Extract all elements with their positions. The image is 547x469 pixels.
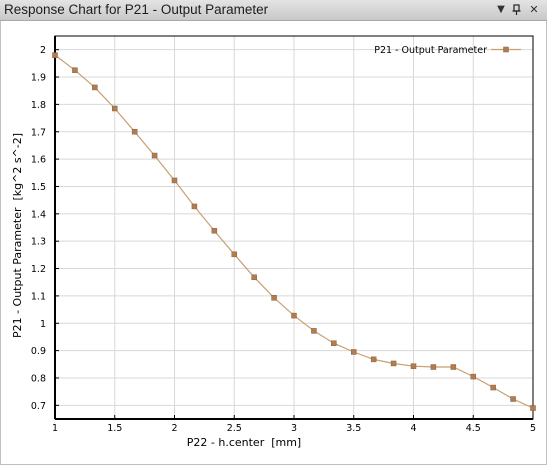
- data-point: [510, 396, 516, 402]
- data-point: [450, 364, 457, 370]
- close-icon[interactable]: ✕: [529, 3, 539, 16]
- y-tick-label: 1.6: [31, 155, 46, 166]
- data-point: [490, 384, 496, 391]
- y-tick-label: 1.1: [31, 291, 46, 302]
- y-tick-label: 0.9: [31, 346, 46, 357]
- data-point: [430, 364, 437, 370]
- legend: P21 - Output Parameter: [374, 45, 521, 56]
- data-point: [351, 349, 357, 355]
- data-point: [311, 328, 317, 334]
- x-tick-label: 2.5: [227, 423, 242, 434]
- y-tick-label: 1.5: [31, 182, 46, 193]
- y-tick-label: 0.7: [31, 401, 46, 412]
- y-tick-label: 1.8: [31, 100, 46, 111]
- legend-marker: [503, 46, 509, 53]
- data-point: [171, 177, 178, 184]
- data-point: [131, 129, 138, 135]
- data-point: [211, 228, 218, 234]
- data-series: [52, 52, 536, 411]
- data-point: [271, 295, 277, 301]
- x-axis-ticks: 1 1.5 2 2.5 3 3.5 4 4.5 5: [52, 415, 536, 434]
- y-tick-label: 1.3: [31, 237, 46, 248]
- title-bar: Response Chart for P21 - Output Paramete…: [0, 0, 547, 21]
- data-point: [52, 52, 58, 58]
- x-tick-label: 3.5: [346, 423, 361, 434]
- y-axis-label: P21 - Output Parameter [kg^2 s^-2]: [11, 133, 24, 338]
- y-tick-label: 1.4: [31, 209, 46, 220]
- legend-label: P21 - Output Parameter: [374, 45, 487, 56]
- data-point: [390, 360, 397, 367]
- x-tick-label: 1: [52, 423, 58, 434]
- data-point: [151, 152, 158, 159]
- data-point: [191, 203, 198, 210]
- y-axis-ticks: 0.7 0.8 0.9 1 1.1 1.2 1.3 1.4 1.5 1.6 1.7 1.8 1.9 2: [31, 36, 59, 419]
- y-tick-label: 1.2: [31, 264, 46, 275]
- pin-icon[interactable]: [509, 2, 525, 18]
- data-point: [291, 312, 297, 319]
- triangle-down-icon[interactable]: ▼: [497, 4, 505, 15]
- x-tick-label: 4.5: [466, 423, 481, 434]
- data-point: [72, 67, 78, 73]
- data-point: [92, 84, 98, 91]
- data-point: [331, 340, 337, 346]
- grid: [54, 36, 534, 419]
- data-point: [410, 363, 417, 369]
- x-tick-label: 4: [410, 423, 416, 434]
- response-chart: 0.7 0.8 0.9 1 1.1 1.2 1.3 1.4 1.5 1.6 1.7 1.8 1.9 2 1…: [11, 35, 536, 449]
- data-point: [251, 274, 257, 281]
- data-point: [112, 105, 118, 112]
- data-point: [231, 251, 237, 258]
- data-point: [470, 373, 476, 380]
- data-point: [530, 405, 536, 411]
- y-tick-label: 1: [40, 319, 46, 330]
- y-tick-label: 2: [40, 45, 46, 56]
- data-point: [370, 356, 377, 363]
- y-tick-label: 0.8: [31, 373, 46, 384]
- y-tick-label: 1.9: [31, 73, 46, 84]
- y-tick-label: 1.7: [31, 127, 46, 138]
- x-tick-label: 1.5: [107, 423, 122, 434]
- x-axis-label: P22 - h.center [mm]: [187, 436, 301, 449]
- chart-area: 0.7 0.8 0.9 1 1.1 1.2 1.3 1.4 1.5 1.6 1.7 1.8 1.9 2 1…: [0, 21, 547, 465]
- x-tick-label: 3: [291, 423, 297, 434]
- x-tick-label: 2: [171, 423, 177, 434]
- x-tick-label: 5: [530, 423, 536, 434]
- window-title: Response Chart for P21 - Output Paramete…: [4, 2, 269, 17]
